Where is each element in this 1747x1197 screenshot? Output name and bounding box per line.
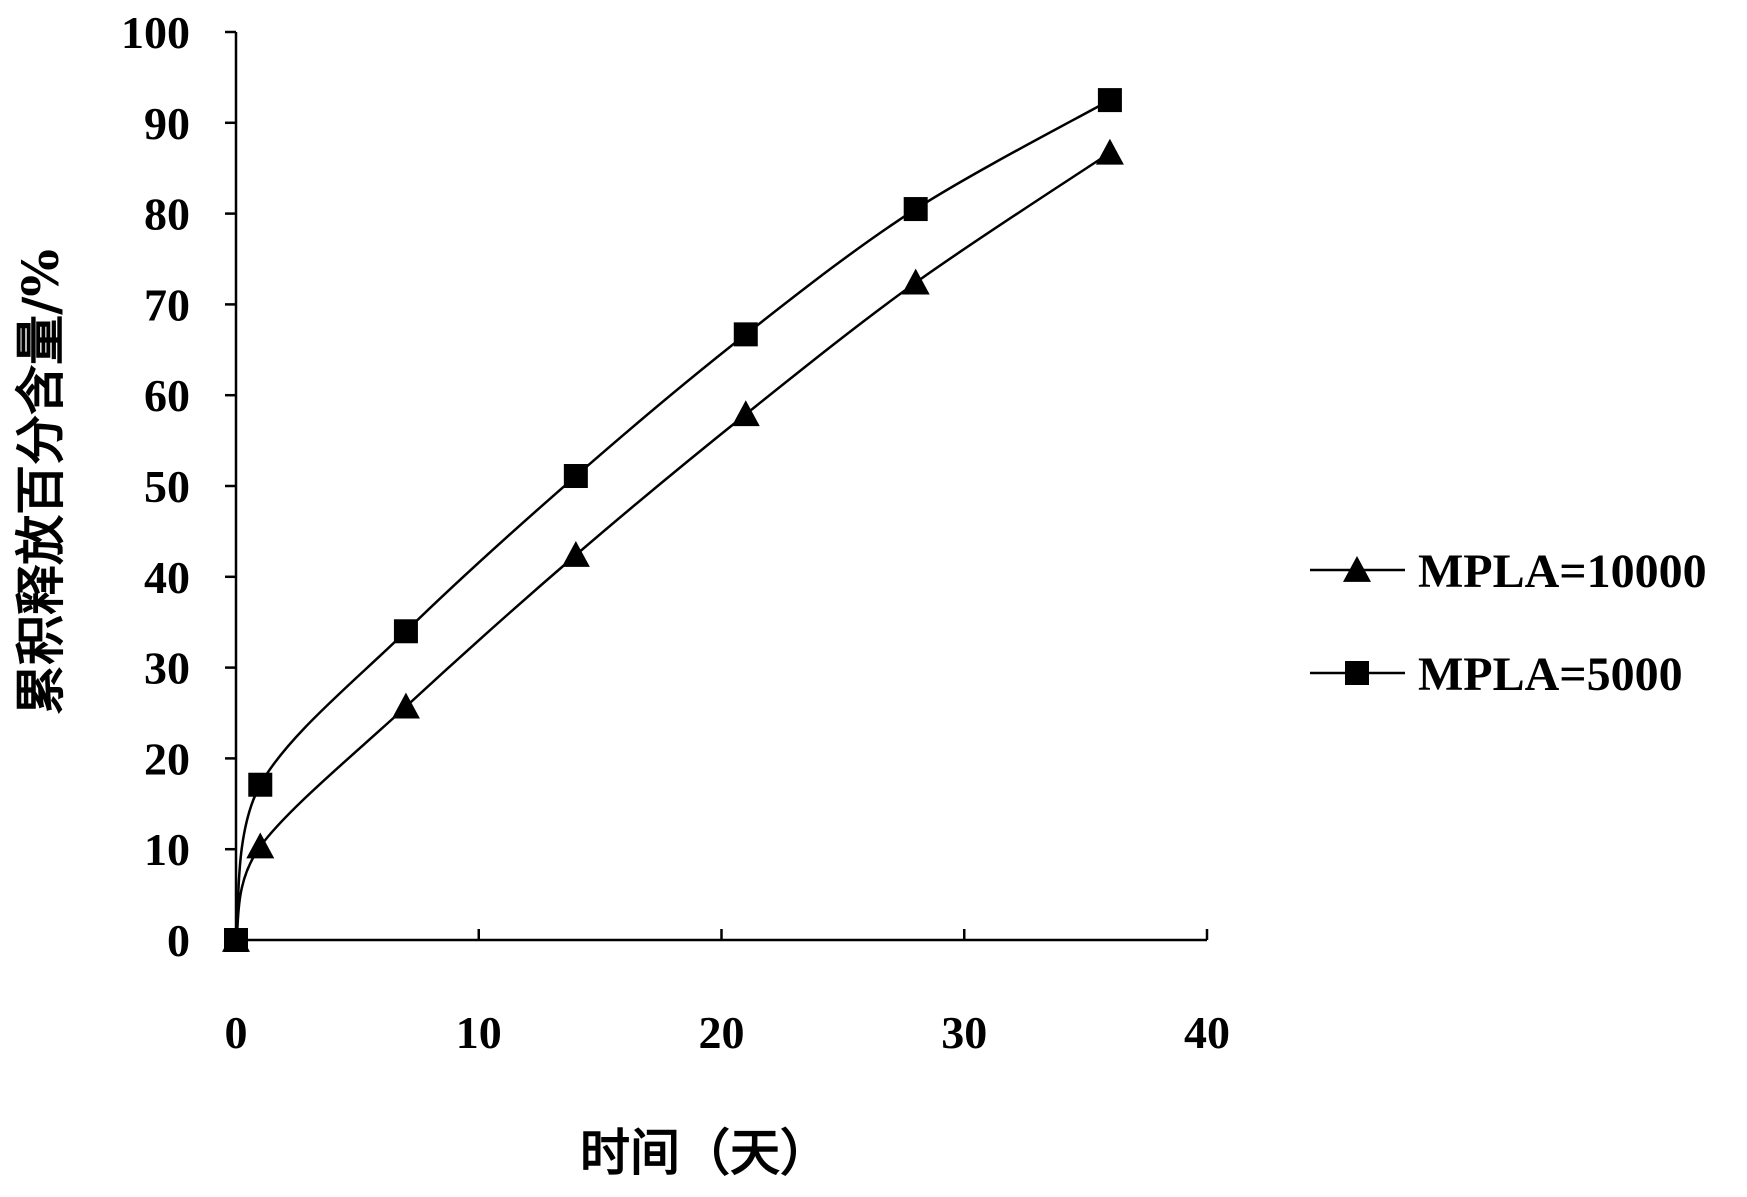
data-point [901, 268, 930, 295]
data-point [1097, 88, 1122, 113]
y-tick-label: 80 [144, 189, 190, 240]
series-line [234, 151, 1111, 941]
data-point [1095, 138, 1124, 165]
y-tick-label: 10 [144, 824, 190, 875]
x-axis-title: 时间（天） [580, 1123, 830, 1182]
y-tick-label: 40 [144, 552, 190, 603]
data-point [733, 322, 758, 347]
data-point [903, 197, 928, 222]
data-point [246, 832, 275, 859]
legend-marker [1345, 661, 1369, 685]
y-tick-label: 20 [144, 733, 190, 784]
series-mpla-10000 [222, 138, 1124, 952]
y-axis-ticks: 0 10 20 30 40 50 60 70 80 90 100 [121, 7, 236, 966]
legend: MPLA=10000 MPLA=5000 [1310, 545, 1707, 701]
legend-label: MPLA=5000 [1418, 648, 1683, 701]
y-tick-label: 90 [144, 98, 190, 149]
x-tick-label: 20 [699, 1007, 745, 1058]
legend-item: MPLA=10000 [1310, 545, 1707, 598]
x-tick-label: 30 [941, 1007, 987, 1058]
y-tick-label: 100 [121, 7, 190, 58]
y-tick-label: 50 [144, 461, 190, 512]
data-point [731, 400, 760, 427]
series-line [234, 99, 1111, 941]
legend-label: MPLA=10000 [1418, 545, 1707, 598]
x-tick-label: 0 [225, 1007, 248, 1058]
y-tick-label: 60 [144, 370, 190, 421]
data-point [391, 692, 420, 719]
data-point [248, 772, 273, 797]
x-axis-ticks: 0 10 20 30 40 [225, 929, 1230, 1058]
x-tick-label: 40 [1184, 1007, 1230, 1058]
series-group [222, 88, 1124, 952]
y-axis-title: 累积释放百分含量/% [11, 249, 70, 715]
data-point [561, 541, 590, 567]
data-point [393, 619, 418, 644]
y-tick-label: 0 [167, 915, 190, 966]
axes [234, 32, 1207, 942]
legend-item: MPLA=5000 [1310, 648, 1683, 701]
series-mpla-5000 [224, 88, 1122, 952]
data-point [563, 464, 588, 489]
data-point [224, 928, 248, 952]
y-tick-label: 70 [144, 279, 190, 330]
x-tick-label: 10 [456, 1007, 502, 1058]
legend-marker [1343, 556, 1371, 582]
y-tick-label: 30 [144, 643, 190, 694]
